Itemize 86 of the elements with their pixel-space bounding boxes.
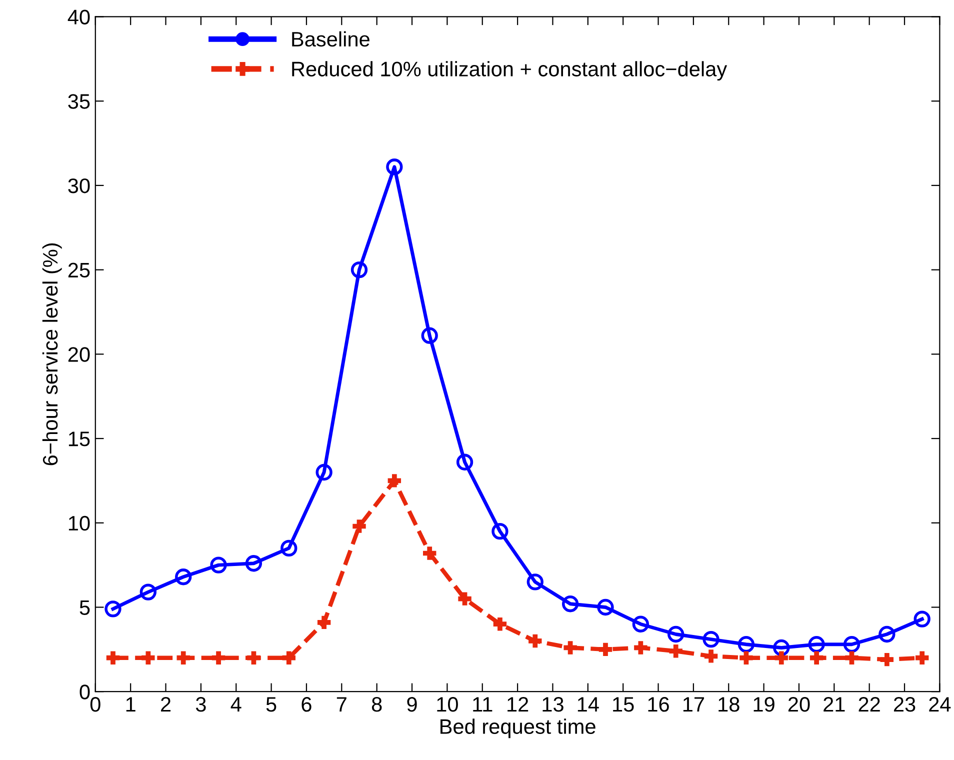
y-tick-label: 15	[68, 432, 90, 446]
point	[388, 474, 402, 488]
point	[386, 158, 403, 176]
point	[456, 454, 474, 470]
point	[316, 464, 332, 481]
point	[562, 596, 579, 612]
point	[528, 634, 542, 648]
point	[810, 651, 824, 664]
point	[140, 584, 157, 600]
x-axis-title: Bed request time	[440, 718, 596, 738]
point	[245, 555, 262, 572]
x-tick-label: 0	[90, 697, 100, 712]
point	[352, 520, 366, 533]
x-tick-label: 3	[196, 697, 206, 712]
point	[492, 522, 508, 540]
point	[282, 651, 296, 664]
x-tick-label: 2	[161, 697, 171, 712]
legend-label: Baseline	[292, 31, 370, 47]
x-tick-label: 12	[508, 697, 528, 712]
point	[704, 650, 718, 663]
point	[845, 651, 858, 664]
x-tick-label: 6	[302, 697, 312, 712]
y-tick-label: 30	[68, 178, 90, 194]
y-tick-label: 40	[68, 10, 90, 24]
point	[493, 618, 507, 631]
point	[526, 574, 544, 590]
x-tick-label: 16	[648, 697, 669, 712]
x-tick-label: 10	[437, 697, 458, 712]
x-tick-label: 1	[126, 697, 136, 712]
point	[564, 641, 577, 654]
point	[280, 540, 298, 557]
x-tick-label: 4	[230, 697, 242, 712]
x-tick-label: 7	[336, 697, 346, 712]
point	[774, 651, 788, 664]
x-tick-label: 9	[407, 697, 417, 712]
point	[210, 556, 227, 574]
point	[669, 644, 682, 658]
point	[773, 639, 790, 656]
x-tick-label: 18	[718, 697, 740, 712]
point	[458, 592, 472, 606]
point	[142, 651, 155, 664]
point	[668, 626, 684, 643]
x-tick-label: 8	[372, 697, 382, 712]
point	[740, 651, 753, 664]
x-tick-label: 15	[613, 697, 634, 712]
x-tick-label: 23	[894, 697, 916, 712]
point	[423, 546, 436, 560]
point	[808, 636, 825, 653]
x-tick-label: 5	[266, 697, 276, 712]
point	[878, 626, 896, 643]
x-tick-label: 14	[578, 697, 599, 712]
point	[176, 651, 190, 664]
point	[212, 651, 226, 664]
point	[634, 641, 648, 654]
point	[916, 651, 929, 664]
point	[350, 261, 368, 278]
point	[104, 600, 122, 618]
y-tick-label: 35	[68, 94, 90, 109]
point	[175, 568, 192, 586]
point	[317, 616, 331, 630]
y-tick-label: 10	[68, 516, 90, 531]
x-tick-label: 17	[683, 697, 704, 712]
y-tick-label: 20	[68, 347, 90, 362]
y-tick-label: 0	[80, 684, 90, 700]
point	[247, 651, 260, 664]
x-tick-label: 13	[542, 697, 564, 712]
point	[843, 636, 860, 653]
x-tick-label: 20	[788, 697, 810, 712]
y-axis-title: 6−hour service level (%)	[42, 243, 62, 466]
x-tick-label: 21	[824, 697, 845, 712]
point	[914, 610, 930, 628]
x-tick-label: 22	[858, 697, 880, 712]
point	[738, 636, 755, 653]
y-tick-label: 5	[80, 600, 90, 615]
point	[702, 630, 720, 648]
point	[598, 642, 612, 656]
point	[880, 652, 894, 666]
point	[421, 327, 438, 344]
point	[597, 598, 614, 616]
legend-label: Reduced 10% utilization + constant alloc−delay	[292, 61, 728, 81]
y-tick-label: 25	[68, 262, 90, 278]
point	[632, 616, 650, 632]
point	[106, 651, 120, 664]
x-tick-label: 24	[929, 697, 951, 712]
x-tick-label: 19	[754, 697, 774, 712]
x-tick-label: 11	[473, 697, 492, 712]
